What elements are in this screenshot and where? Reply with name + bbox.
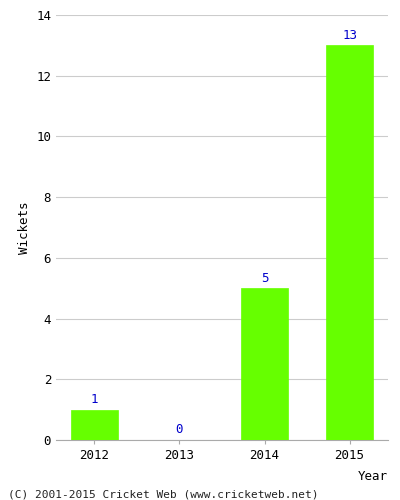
Text: (C) 2001-2015 Cricket Web (www.cricketweb.net): (C) 2001-2015 Cricket Web (www.cricketwe…	[8, 490, 318, 500]
Text: 1: 1	[91, 393, 98, 406]
Bar	[71, 410, 118, 440]
Text: 5: 5	[261, 272, 268, 284]
Y-axis label: Wickets: Wickets	[18, 201, 30, 254]
Text: 13: 13	[342, 28, 357, 42]
Bar	[241, 288, 288, 440]
Text: 0: 0	[176, 424, 183, 436]
Bar	[326, 46, 373, 440]
Text: Year: Year	[358, 470, 388, 483]
